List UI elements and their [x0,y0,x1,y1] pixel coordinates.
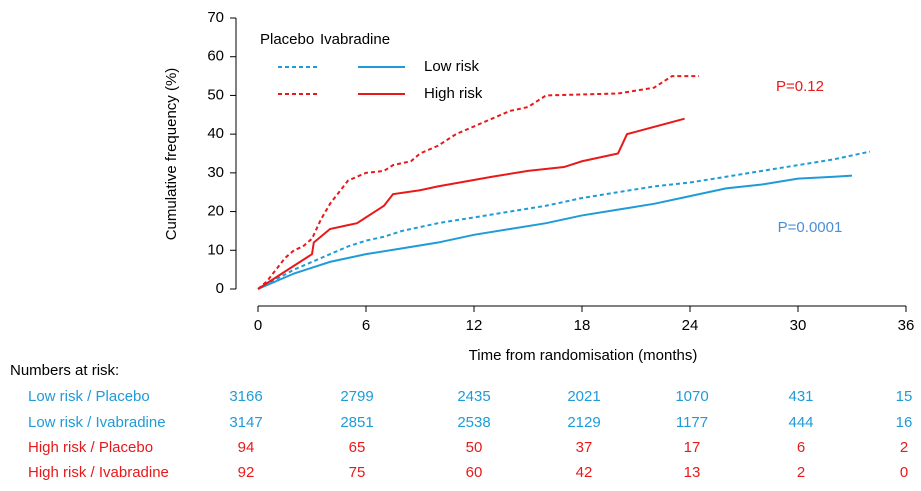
x-tick-label: 12 [466,317,483,334]
x-tick-label: 36 [898,317,915,334]
y-tick-label: 40 [207,125,224,142]
risk-row-label: High risk / Ivabradine [28,464,169,481]
risk-row-label: Low risk / Ivabradine [28,414,166,431]
risk-count: 0 [900,464,908,481]
risk-count: 75 [349,464,366,481]
legend-column: Placebo [260,31,314,48]
series-line [257,150,871,290]
risk-count: 94 [238,439,255,456]
series-line [257,75,699,290]
y-tick-label: 20 [207,203,224,220]
x-axis-label: Time from randomisation (months) [469,347,698,364]
risk-count: 1070 [675,388,708,405]
y-tick-label: 70 [207,9,224,26]
risk-table-title: Numbers at risk: [10,362,119,379]
risk-count: 2435 [457,388,490,405]
y-tick-label: 30 [207,164,224,181]
risk-count: 2538 [457,414,490,431]
annotation: P=0.12 [776,78,824,95]
risk-count: 2129 [567,414,600,431]
y-tick-label: 10 [207,241,224,258]
risk-count: 3147 [229,414,262,431]
risk-row-label: High risk / Placebo [28,439,153,456]
risk-count: 431 [788,388,813,405]
risk-count: 60 [466,464,483,481]
risk-count: 13 [684,464,701,481]
risk-count: 2021 [567,388,600,405]
risk-count: 2799 [340,388,373,405]
legend-row: High risk [424,85,483,102]
x-tick-label: 0 [254,317,262,334]
legend-column: Ivabradine [320,31,390,48]
y-tick-label: 60 [207,48,224,65]
risk-count: 2851 [340,414,373,431]
risk-count: 16 [896,414,913,431]
risk-row-label: Low risk / Placebo [28,388,150,405]
y-tick-label: 50 [207,86,224,103]
risk-count: 65 [349,439,366,456]
y-tick-label: 0 [216,280,224,297]
risk-count: 444 [788,414,813,431]
x-tick-label: 6 [362,317,370,334]
annotation: P=0.0001 [778,219,843,236]
risk-count: 3166 [229,388,262,405]
x-tick-label: 24 [682,317,699,334]
risk-count: 15 [896,388,913,405]
series-line [257,117,685,290]
risk-count: 1177 [676,414,708,431]
risk-count: 2 [797,464,805,481]
x-tick-label: 18 [574,317,591,334]
risk-count: 42 [576,464,593,481]
series-line [257,174,853,290]
legend-row: Low risk [424,58,480,75]
risk-count: 37 [576,439,593,456]
y-axis-label: Cumulative frequency (%) [163,68,180,241]
risk-count: 92 [238,464,255,481]
risk-count: 17 [684,439,701,456]
risk-count: 6 [797,439,805,456]
x-tick-label: 30 [790,317,807,334]
risk-count: 50 [466,439,483,456]
risk-count: 2 [900,439,908,456]
